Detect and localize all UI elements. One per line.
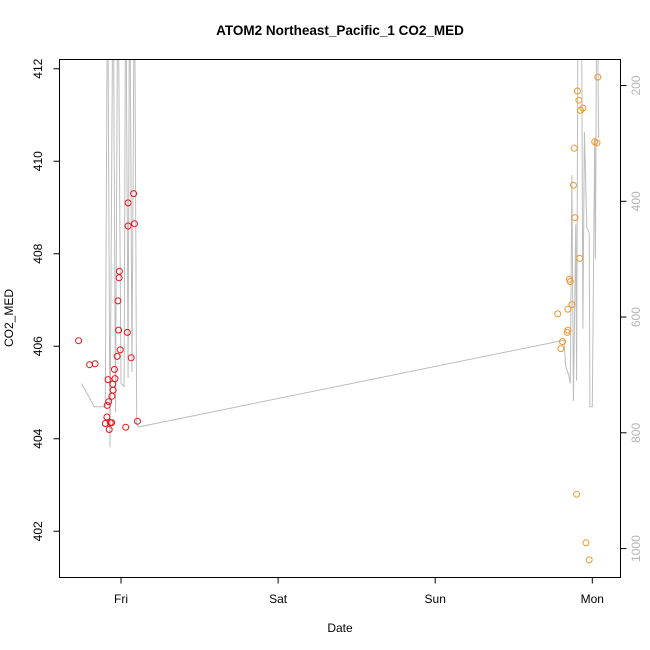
right-tick-label: 400 [629, 191, 643, 211]
right-tick-label: 800 [629, 422, 643, 442]
x-tick-label: Mon [581, 592, 604, 606]
data-point [579, 104, 587, 112]
x-tick-label: Fri [114, 592, 128, 606]
scatter-points [75, 73, 602, 564]
data-point [564, 305, 572, 313]
data-point [91, 360, 99, 368]
data-point [111, 375, 119, 383]
y-tick-label: 402 [31, 521, 45, 541]
data-point [130, 190, 138, 198]
x-axis-label: Date [327, 621, 353, 635]
data-point [573, 490, 581, 498]
data-point [116, 346, 124, 354]
data-point [570, 144, 578, 152]
data-point [585, 556, 593, 564]
data-point [123, 328, 131, 336]
data-point [124, 199, 132, 207]
x-tick-label: Sat [269, 592, 288, 606]
right-tick-label: 1000 [629, 535, 643, 562]
data-point [566, 278, 574, 285]
data-point [114, 297, 122, 305]
data-point [576, 254, 584, 262]
y-tick-label: 406 [31, 336, 45, 356]
chart-title: ATOM2 Northeast_Pacific_1 CO2_MED [216, 23, 464, 38]
data-point [86, 361, 94, 369]
data-point [105, 426, 113, 433]
data-point [115, 267, 123, 275]
y-axis-label: CO2_MED [2, 289, 16, 347]
data-point [593, 139, 601, 147]
data-point [568, 301, 576, 309]
line-series [81, 59, 600, 448]
x-tick-label: Sun [425, 592, 446, 606]
right-tick-label: 600 [629, 307, 643, 327]
data-point [577, 106, 584, 114]
data-point [554, 310, 562, 318]
data-point [575, 96, 583, 104]
x-axis: Fri Sat Sun Mon [114, 577, 604, 606]
data-point [103, 401, 111, 409]
y-tick-label: 410 [31, 151, 45, 171]
data-point [559, 338, 566, 346]
y-axis: 402 404 406 408 410 412 [31, 58, 60, 541]
data-point [127, 354, 135, 362]
plot-frame [59, 59, 621, 578]
data-point [124, 222, 132, 230]
data-point [115, 274, 123, 282]
right-axis: 200 400 600 800 1000 [620, 75, 643, 562]
data-point [569, 181, 577, 189]
data-point [108, 419, 116, 427]
data-point [582, 539, 590, 547]
data-point [103, 413, 111, 421]
right-tick-label: 200 [629, 75, 643, 95]
y-tick-label: 412 [31, 58, 45, 78]
data-point [113, 352, 121, 360]
data-point [564, 326, 572, 334]
data-point [75, 337, 83, 345]
data-point [130, 220, 138, 228]
y-tick-label: 404 [31, 428, 45, 448]
data-point [104, 376, 112, 384]
data-point [105, 398, 113, 406]
data-point [115, 326, 123, 334]
data-point [134, 417, 141, 425]
data-point [110, 365, 118, 373]
data-point [122, 423, 130, 431]
data-point [594, 73, 602, 81]
data-point [109, 386, 117, 394]
data-point [557, 345, 565, 353]
data-point [573, 87, 581, 95]
data-point [571, 214, 579, 222]
co2-line [81, 59, 600, 448]
y-tick-label: 408 [31, 243, 45, 263]
